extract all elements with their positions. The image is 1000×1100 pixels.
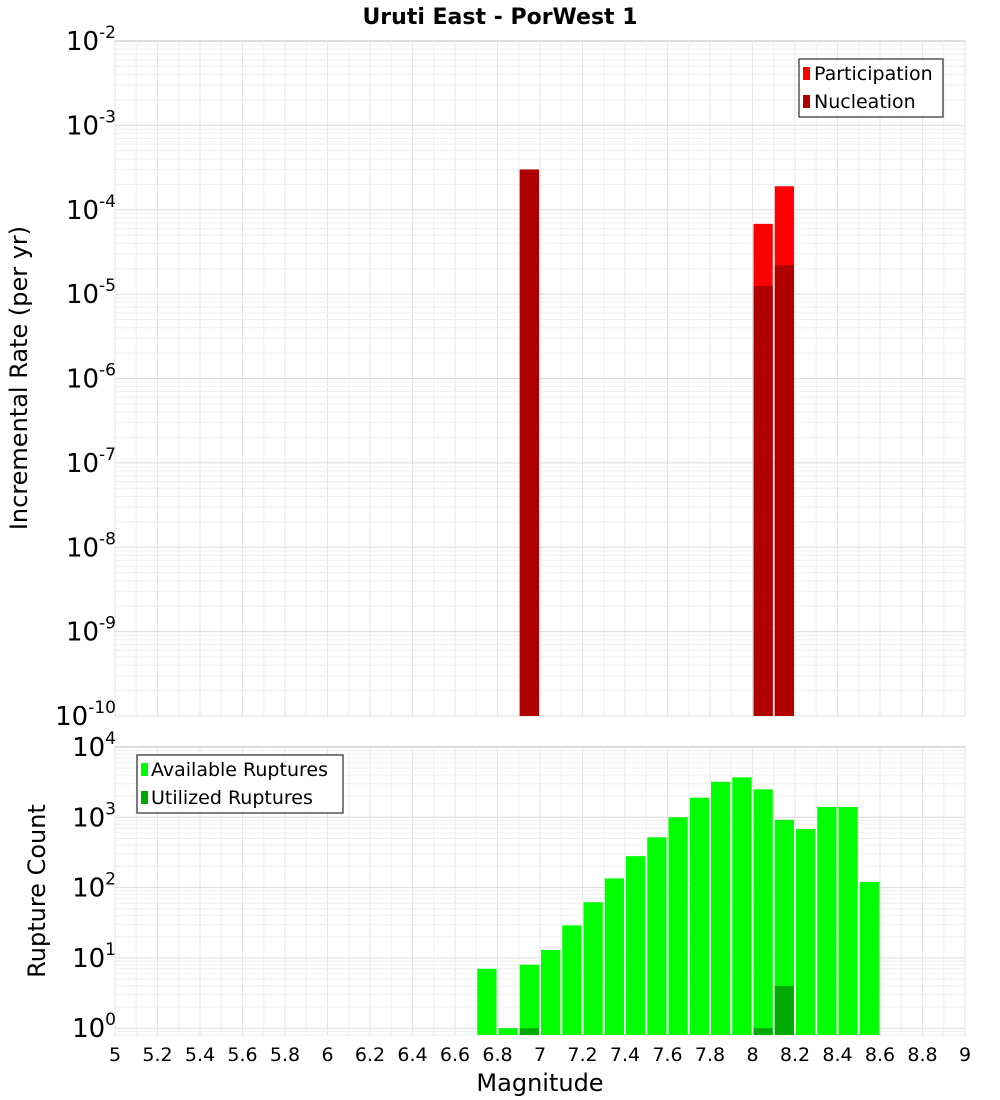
rate-bar-nucleation xyxy=(753,285,773,716)
count-legend-box xyxy=(136,754,344,814)
count-bar-available-ruptures xyxy=(626,856,646,1035)
count-bar-available-ruptures xyxy=(477,968,497,1035)
rate-y-tick-label: 10-8 xyxy=(66,529,116,563)
x-tick-label: 6.8 xyxy=(482,1044,512,1066)
count-y-tick-label: 100 xyxy=(72,1010,116,1044)
x-axis-label: Magnitude xyxy=(476,1069,603,1097)
x-tick-label: 6.4 xyxy=(397,1044,427,1066)
rate-legend-box xyxy=(798,58,944,118)
count-bar-available-ruptures xyxy=(519,964,539,1035)
rate-y-axis-label: Incremental Rate (per yr) xyxy=(5,226,33,530)
count-bar-available-ruptures xyxy=(668,817,688,1035)
rate-bar-nucleation xyxy=(774,265,794,716)
x-tick-label: 7 xyxy=(534,1044,546,1066)
rate-y-tick-label: 10-10 xyxy=(55,698,116,732)
count-bar-utilized-ruptures xyxy=(753,1028,773,1035)
count-bar-available-ruptures xyxy=(689,797,709,1035)
count-bar-utilized-ruptures xyxy=(519,1028,539,1035)
x-tick-label: 9 xyxy=(959,1044,971,1066)
legend-swatch-nucleation xyxy=(803,95,810,108)
count-y-tick-labels: 104 103 102 101 100 xyxy=(72,729,116,1044)
legend-label-participation: Participation xyxy=(814,63,933,85)
chart-title: Uruti East - PorWest 1 xyxy=(362,5,637,30)
count-y-tick-label: 104 xyxy=(72,729,116,763)
count-y-tick-label: 103 xyxy=(72,799,116,833)
legend-label-utilized: Utilized Ruptures xyxy=(151,787,313,809)
legend-swatch-utilized xyxy=(141,791,148,804)
count-bar-available-ruptures xyxy=(498,1028,518,1035)
x-tick-label: 5.2 xyxy=(142,1044,172,1066)
rate-y-tick-label: 10-4 xyxy=(66,192,116,226)
count-bars xyxy=(477,777,879,1035)
count-bar-available-ruptures xyxy=(838,807,858,1035)
legend-swatch-available xyxy=(141,763,148,776)
rate-y-tick-label: 10-6 xyxy=(66,361,116,395)
rate-legend: Participation Nucleation xyxy=(798,58,944,118)
rate-y-tick-label: 10-9 xyxy=(66,614,116,648)
x-tick-label: 5.6 xyxy=(227,1044,257,1066)
count-bar-available-ruptures xyxy=(583,902,603,1035)
x-tick-label: 6.2 xyxy=(355,1044,385,1066)
x-tick-label: 5.8 xyxy=(270,1044,300,1066)
x-tick-label: 8.4 xyxy=(822,1044,852,1066)
count-bar-available-ruptures xyxy=(796,829,816,1035)
count-y-axis-label: Rupture Count xyxy=(23,804,51,978)
rate-bars xyxy=(519,169,794,716)
count-bar-available-ruptures xyxy=(732,777,752,1035)
rate-y-tick-label: 10-3 xyxy=(66,107,116,141)
count-bar-available-ruptures xyxy=(817,807,837,1035)
rate-grid xyxy=(114,41,966,717)
legend-label-nucleation: Nucleation xyxy=(814,91,916,113)
rate-bar-nucleation xyxy=(519,169,539,716)
count-bar-available-ruptures xyxy=(711,781,731,1035)
x-tick-label: 6 xyxy=(321,1044,333,1066)
rate-y-tick-label: 10-2 xyxy=(66,23,116,57)
count-y-tick-label: 101 xyxy=(72,940,116,974)
x-tick-label: 7.6 xyxy=(652,1044,682,1066)
x-tick-label: 6.6 xyxy=(440,1044,470,1066)
count-bar-available-ruptures xyxy=(859,882,879,1035)
x-tick-label: 8.2 xyxy=(780,1044,810,1066)
count-bar-available-ruptures xyxy=(753,789,773,1035)
x-tick-label: 7.4 xyxy=(610,1044,640,1066)
rate-y-tick-labels: 10-2 10-3 10-4 10-5 10-6 10-7 10-8 10-9 10-10 xyxy=(55,23,116,732)
count-y-tick-label: 102 xyxy=(72,870,116,904)
x-tick-label: 7.2 xyxy=(567,1044,597,1066)
count-bar-available-ruptures xyxy=(647,837,667,1035)
rate-y-tick-label: 10-7 xyxy=(66,445,116,479)
count-bar-utilized-ruptures xyxy=(774,985,794,1035)
count-bar-available-ruptures xyxy=(562,925,582,1035)
legend-label-available: Available Ruptures xyxy=(151,759,328,781)
legend-swatch-participation xyxy=(803,67,810,80)
x-tick-label: 8.6 xyxy=(865,1044,895,1066)
count-bar-available-ruptures xyxy=(774,819,794,1035)
x-tick-label: 8 xyxy=(746,1044,758,1066)
count-panel: 104 103 102 101 100 5 5.2 5.4 5.6 5.8 6 6.2 6.4 6.6 6… xyxy=(23,729,971,1097)
x-tick-label: 5 xyxy=(109,1044,121,1066)
count-bar-available-ruptures xyxy=(541,949,561,1035)
count-bar-available-ruptures xyxy=(604,878,624,1035)
magnitude-x-tick-labels: 5 5.2 5.4 5.6 5.8 6 6.2 6.4 6.6 6.8 7 7.2 7.4 7.6 7.8 8… xyxy=(109,1044,971,1066)
x-tick-label: 7.8 xyxy=(695,1044,725,1066)
rate-panel: 10-2 10-3 10-4 10-5 10-6 10-7 10-8 10-9 10-10 In… xyxy=(5,23,966,732)
x-tick-label: 5.4 xyxy=(185,1044,215,1066)
rate-y-tick-label: 10-5 xyxy=(66,276,116,310)
count-legend: Available Ruptures Utilized Ruptures xyxy=(136,754,344,814)
x-tick-label: 8.8 xyxy=(907,1044,937,1066)
